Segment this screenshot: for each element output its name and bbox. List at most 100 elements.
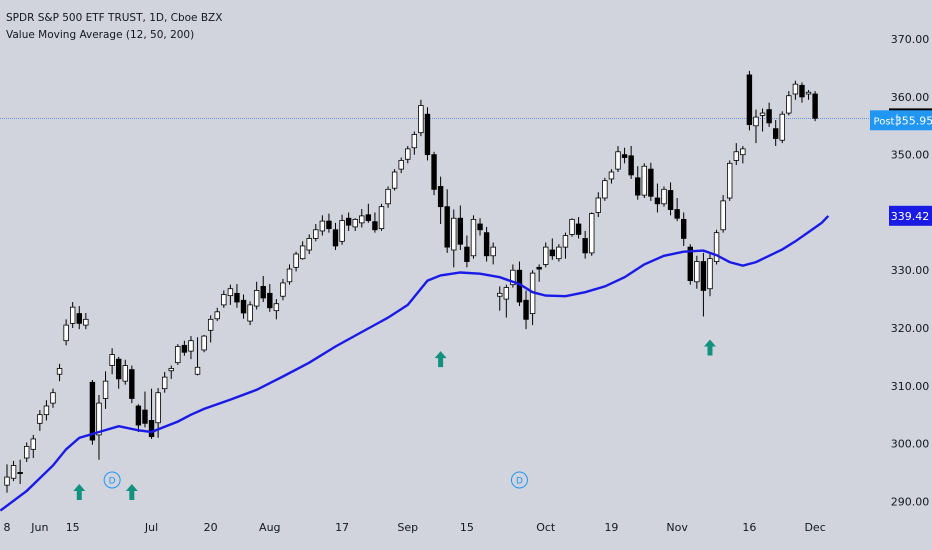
price-tick-label: 350.00 (891, 149, 930, 162)
candle (503, 284, 510, 318)
candle (543, 242, 549, 268)
candle (457, 205, 464, 250)
candle (76, 306, 82, 330)
candle (556, 244, 562, 262)
candle (24, 442, 30, 463)
candle (661, 186, 667, 207)
time-tick-label: 20 (204, 521, 218, 534)
candle (779, 111, 785, 144)
up-arrow-icon (125, 484, 138, 500)
candle (201, 334, 207, 353)
candle (148, 388, 155, 439)
candle (648, 162, 654, 201)
candle (464, 235, 470, 268)
svg-text:355.95: 355.95 (895, 114, 932, 127)
candle (161, 371, 168, 393)
candle (398, 157, 404, 174)
candle (227, 284, 234, 305)
candle (477, 218, 483, 236)
candle (313, 224, 319, 242)
candle (240, 294, 247, 319)
time-tick-label: 15 (66, 521, 80, 534)
candle (30, 434, 36, 458)
svg-text:Post: Post (874, 116, 895, 127)
candle (299, 241, 306, 260)
time-tick-label: Jun (30, 521, 48, 534)
candle (562, 232, 569, 259)
candle (812, 91, 818, 122)
dividend-marker-icon[interactable]: D (510, 471, 528, 489)
time-tick-label: 17 (335, 521, 349, 534)
candle (799, 82, 805, 103)
price-tick-label: 330.00 (891, 264, 930, 277)
candle (497, 286, 503, 311)
candle (490, 242, 496, 265)
price-axis[interactable]: 290.00300.00310.00320.00330.00340.00350.… (891, 33, 930, 508)
price-label-ma: 339.42 (889, 205, 932, 226)
candle (654, 183, 661, 213)
price-tick-label: 370.00 (891, 33, 930, 46)
signal-arrows (73, 339, 716, 500)
indicator-title: Value Moving Average (12, 50, 200) (6, 29, 195, 41)
candle (740, 146, 746, 164)
candle (615, 146, 621, 172)
candle (451, 209, 457, 268)
candle (424, 107, 431, 161)
dividend-marker-icon[interactable]: D (103, 471, 121, 489)
price-tick-label: 310.00 (891, 380, 930, 393)
candle (70, 302, 76, 328)
up-arrow-icon (703, 339, 716, 356)
time-tick-label: Oct (536, 521, 556, 534)
candle (602, 177, 608, 201)
candle (733, 143, 739, 166)
price-tick-label: 290.00 (891, 495, 930, 508)
candle (207, 315, 214, 343)
candle (536, 264, 542, 282)
candle (378, 203, 385, 231)
time-tick-label: 8 (4, 521, 11, 534)
chart-legend: SPDR S&P 500 ETF TRUST, 1D, Cboe BZX Val… (6, 10, 222, 44)
price-tick-label: 320.00 (891, 322, 930, 335)
price-label-post: Post 355.95 (870, 110, 932, 131)
candle (286, 264, 293, 285)
candle (372, 212, 378, 233)
candle (142, 391, 148, 428)
candle (621, 147, 628, 164)
time-tick-label: 19 (604, 521, 618, 534)
candle (437, 176, 444, 224)
candle (260, 276, 266, 302)
candle (589, 212, 595, 256)
candle (707, 254, 713, 297)
candle (595, 192, 601, 218)
svg-text:339.42: 339.42 (891, 210, 930, 223)
candle (345, 212, 352, 231)
candle (529, 270, 536, 326)
candle (635, 166, 641, 200)
candle (418, 99, 424, 137)
candle (470, 215, 477, 259)
moving-average-line (0, 215, 830, 512)
svg-text:D: D (516, 477, 523, 487)
candle (129, 365, 135, 404)
candle (56, 363, 63, 382)
candle (759, 108, 766, 132)
candle (267, 284, 273, 312)
candle (681, 212, 687, 246)
candle (385, 186, 391, 208)
candle (575, 217, 582, 239)
candle (234, 284, 240, 308)
time-tick-label: 16 (742, 521, 756, 534)
symbol-title: SPDR S&P 500 ETF TRUST, 1D, Cboe BZX (6, 12, 223, 24)
price-tick-label: 300.00 (891, 438, 930, 451)
candle (391, 169, 398, 191)
candle (247, 301, 253, 326)
candle (4, 464, 10, 493)
candle (10, 460, 17, 482)
candle (582, 230, 588, 259)
candle (786, 91, 792, 116)
time-axis[interactable]: 8 Jun 15 Jul 20 Aug 17 Sep 15 Oct 19 Nov 16 Dec (4, 521, 826, 534)
svg-text:D: D (109, 477, 116, 487)
candle (608, 169, 615, 184)
